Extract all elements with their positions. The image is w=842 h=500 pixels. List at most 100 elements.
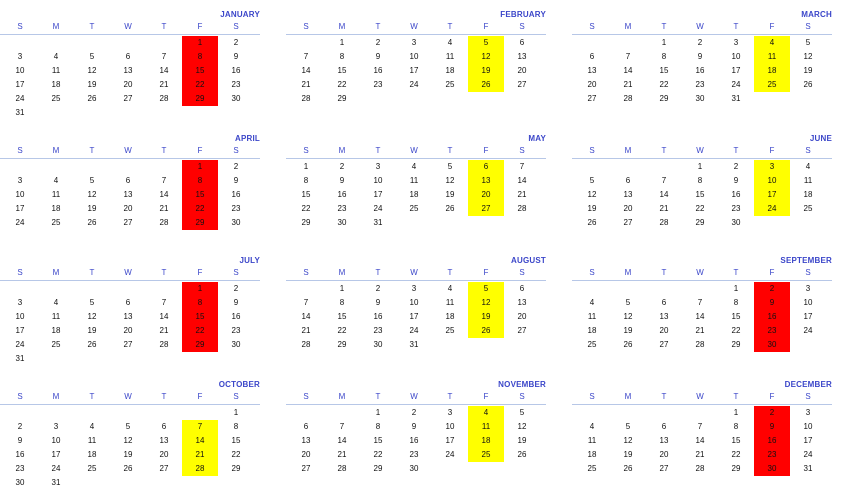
day-cell[interactable]: 17	[15, 204, 25, 213]
day-cell[interactable]: 6	[125, 298, 131, 307]
day-cell[interactable]: 19	[623, 450, 633, 459]
day-cell[interactable]: 1	[182, 160, 218, 174]
day-cell[interactable]: 15	[695, 190, 705, 199]
day-cell[interactable]: 4	[468, 406, 504, 420]
day-cell[interactable]: 27	[123, 94, 133, 103]
day-cell[interactable]: 2	[233, 284, 239, 293]
day-cell[interactable]: 7	[661, 176, 667, 185]
day-cell[interactable]: 30	[337, 218, 347, 227]
day-cell[interactable]: 20	[517, 66, 527, 75]
day-cell[interactable]: 3	[754, 160, 790, 174]
day-cell[interactable]: 4	[53, 298, 59, 307]
day-cell[interactable]: 13	[623, 190, 633, 199]
day-cell[interactable]: 11	[803, 176, 813, 185]
day-cell[interactable]: 10	[15, 190, 25, 199]
day-cell[interactable]: 23	[373, 326, 383, 335]
day-cell[interactable]: 18	[409, 190, 419, 199]
day-cell[interactable]: 29	[337, 94, 347, 103]
day-cell[interactable]: 16	[409, 436, 419, 445]
day-cell[interactable]: 13	[587, 66, 597, 75]
day-cell[interactable]: 11	[445, 52, 455, 61]
day-cell[interactable]: 29	[182, 216, 218, 230]
day-cell[interactable]: 11	[51, 312, 61, 321]
day-cell[interactable]: 31	[51, 478, 61, 487]
day-cell[interactable]: 27	[159, 464, 169, 473]
day-cell[interactable]: 2	[375, 284, 381, 293]
day-cell[interactable]: 3	[375, 162, 381, 171]
day-cell[interactable]: 2	[754, 282, 790, 296]
day-cell[interactable]: 14	[695, 312, 705, 321]
day-cell[interactable]: 20	[468, 188, 504, 202]
day-cell[interactable]: 9	[233, 176, 239, 185]
day-cell[interactable]: 19	[87, 204, 97, 213]
day-cell[interactable]: 27	[301, 464, 311, 473]
day-cell[interactable]: 9	[233, 52, 239, 61]
day-cell[interactable]: 28	[301, 340, 311, 349]
day-cell[interactable]: 9	[375, 298, 381, 307]
day-cell[interactable]: 2	[233, 38, 239, 47]
day-cell[interactable]: 10	[731, 52, 741, 61]
day-cell[interactable]: 3	[805, 284, 811, 293]
day-cell[interactable]: 19	[468, 64, 504, 78]
day-cell[interactable]: 7	[519, 162, 525, 171]
day-cell[interactable]: 23	[754, 324, 790, 338]
day-cell[interactable]: 13	[659, 436, 669, 445]
day-cell[interactable]: 24	[754, 202, 790, 216]
day-cell[interactable]: 29	[182, 92, 218, 106]
day-cell[interactable]: 6	[519, 38, 525, 47]
day-cell[interactable]: 13	[123, 190, 133, 199]
day-cell[interactable]: 2	[233, 162, 239, 171]
day-cell[interactable]: 29	[301, 218, 311, 227]
day-cell[interactable]: 19	[445, 190, 455, 199]
day-cell[interactable]: 16	[337, 190, 347, 199]
day-cell[interactable]: 7	[697, 422, 703, 431]
day-cell[interactable]: 24	[15, 218, 25, 227]
day-cell[interactable]: 15	[182, 188, 218, 202]
day-cell[interactable]: 30	[231, 218, 241, 227]
day-cell[interactable]: 11	[445, 298, 455, 307]
day-cell[interactable]: 29	[182, 338, 218, 352]
day-cell[interactable]: 24	[409, 326, 419, 335]
day-cell[interactable]: 28	[159, 340, 169, 349]
day-cell[interactable]: 16	[754, 310, 790, 324]
day-cell[interactable]: 24	[51, 464, 61, 473]
day-cell[interactable]: 22	[337, 80, 347, 89]
day-cell[interactable]: 12	[517, 422, 527, 431]
day-cell[interactable]: 21	[301, 80, 311, 89]
day-cell[interactable]: 26	[623, 340, 633, 349]
day-cell[interactable]: 18	[51, 326, 61, 335]
day-cell[interactable]: 25	[587, 464, 597, 473]
day-cell[interactable]: 7	[625, 52, 631, 61]
day-cell[interactable]: 10	[15, 66, 25, 75]
day-cell[interactable]: 13	[123, 66, 133, 75]
day-cell[interactable]: 7	[161, 176, 167, 185]
day-cell[interactable]: 10	[409, 52, 419, 61]
day-cell[interactable]: 23	[754, 448, 790, 462]
day-cell[interactable]: 30	[754, 462, 790, 476]
day-cell[interactable]: 21	[623, 80, 633, 89]
day-cell[interactable]: 25	[587, 340, 597, 349]
day-cell[interactable]: 25	[409, 204, 419, 213]
day-cell[interactable]: 1	[733, 284, 739, 293]
day-cell[interactable]: 13	[123, 312, 133, 321]
day-cell[interactable]: 28	[159, 218, 169, 227]
day-cell[interactable]: 6	[661, 298, 667, 307]
day-cell[interactable]: 4	[589, 422, 595, 431]
day-cell[interactable]: 28	[159, 94, 169, 103]
day-cell[interactable]: 11	[468, 420, 504, 434]
day-cell[interactable]: 3	[17, 298, 23, 307]
day-cell[interactable]: 18	[803, 190, 813, 199]
day-cell[interactable]: 18	[468, 434, 504, 448]
day-cell[interactable]: 20	[623, 204, 633, 213]
day-cell[interactable]: 8	[339, 298, 345, 307]
day-cell[interactable]: 8	[697, 176, 703, 185]
day-cell[interactable]: 26	[87, 94, 97, 103]
day-cell[interactable]: 16	[231, 312, 241, 321]
day-cell[interactable]: 18	[51, 204, 61, 213]
day-cell[interactable]: 4	[89, 422, 95, 431]
day-cell[interactable]: 12	[123, 436, 133, 445]
day-cell[interactable]: 14	[159, 190, 169, 199]
day-cell[interactable]: 2	[375, 38, 381, 47]
day-cell[interactable]: 2	[697, 38, 703, 47]
day-cell[interactable]: 7	[161, 52, 167, 61]
